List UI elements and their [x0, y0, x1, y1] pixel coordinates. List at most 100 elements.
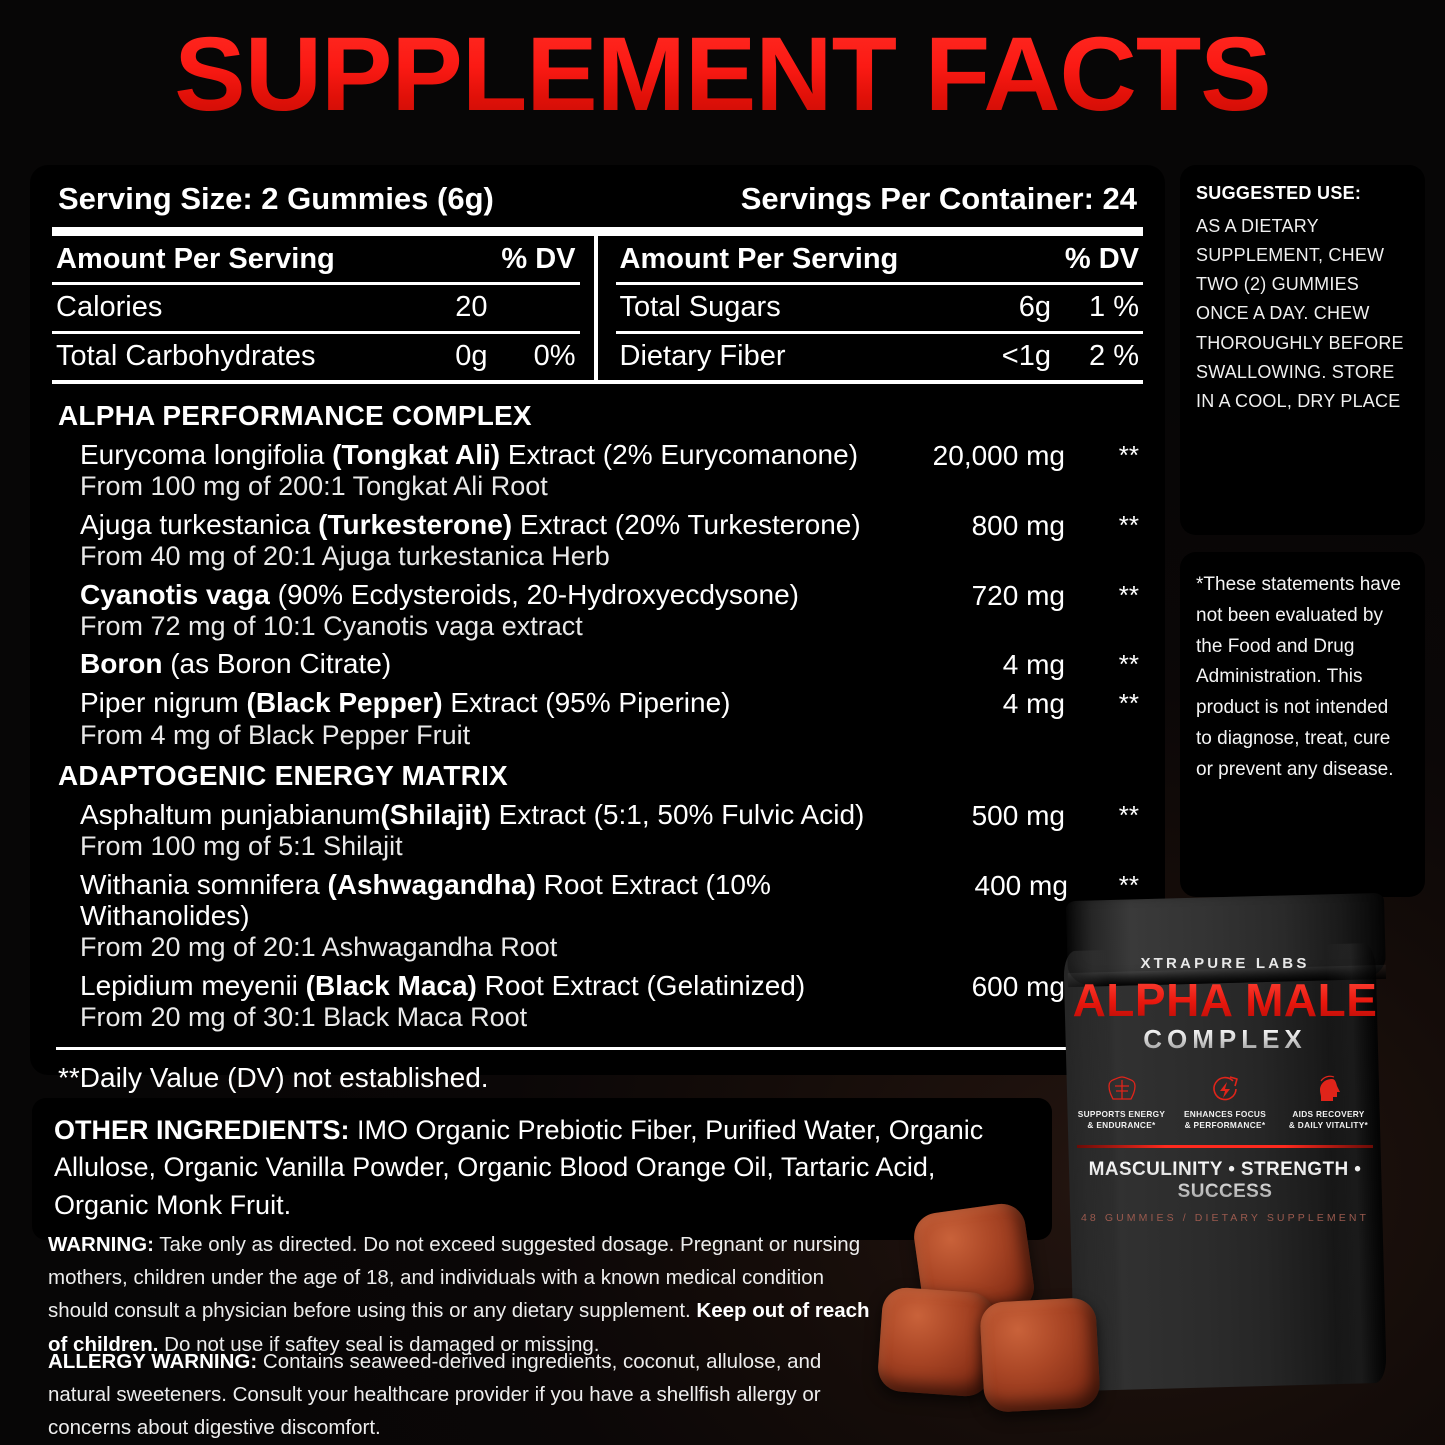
ingredient-name-bold: (Turkesterone)	[318, 508, 513, 540]
ingredient-source: From 100 mg of 200:1 Tongkat Ali Root	[80, 471, 548, 502]
ingredient-amount: 400 mg	[974, 869, 1068, 901]
amount-per-serving-label: Amount Per Serving	[56, 243, 335, 275]
divider-thin	[56, 1046, 1139, 1050]
ingredient-amount: 720 mg	[971, 579, 1065, 611]
head-icon	[1319, 1075, 1340, 1101]
ingredient-row: Cyanotis vaga (90% Ecdysteroids, 20-Hydr…	[56, 576, 1139, 646]
warning-text-part1: Take only as directed. Do not exceed sug…	[48, 1233, 861, 1323]
benefit-icons-row: SUPPORTS ENERGY & ENDURANCE* ENHANCES FO…	[1069, 1074, 1381, 1131]
nutrient-amount: 6g	[1018, 291, 1051, 323]
ingredient-row: Boron (as Boron Citrate) 4 mg **	[56, 645, 1139, 684]
table-row: Dietary Fiber <1g 2 %	[616, 334, 1144, 380]
table-row: Total Sugars 6g 1 %	[616, 285, 1144, 331]
nutrient-name: Dietary Fiber	[619, 340, 786, 372]
red-divider	[1077, 1141, 1373, 1151]
ingredient-dv: **	[1118, 649, 1139, 680]
jar-label: XTRAPURE LABS ALPHA MALE COMPLEX SUPPORT…	[1055, 955, 1395, 1224]
ingredient-name-bold: Cyanotis vaga	[80, 578, 270, 610]
benefit-line1: AIDS RECOVERY	[1292, 1109, 1365, 1119]
nutrition-column-left: Amount Per Serving % DV Calories 20 Tota…	[52, 236, 598, 380]
ingredient-source: From 4 mg of Black Pepper Fruit	[80, 719, 471, 750]
benefit-item: ENHANCES FOCUS & PERFORMANCE*	[1179, 1074, 1272, 1131]
ingredient-row: Ajuga turkestanica (Turkesterone) Extrac…	[56, 506, 1139, 576]
ingredient-source: From 20 mg of 30:1 Black Maca Root	[80, 1002, 528, 1033]
table-row: Calories 20	[52, 285, 580, 331]
nutrient-dv: 0%	[533, 340, 576, 372]
ingredient-name-pre: Ajuga turkestanica	[80, 508, 319, 540]
nutrition-table: Amount Per Serving % DV Calories 20 Tota…	[52, 236, 1143, 380]
ingredient-row: Piper nigrum (Black Pepper) Extract (95%…	[56, 684, 1139, 754]
ingredient-name-pre: Lepidium meyenii	[80, 969, 306, 1001]
nutrient-name: Calories	[56, 291, 163, 323]
ingredient-dv: **	[1118, 688, 1139, 719]
ingredient-dv: **	[1118, 509, 1139, 540]
suggested-use-body: AS A DIETARY SUPPLEMENT, CHEW TWO (2) GU…	[1196, 216, 1404, 411]
product-name: ALPHA MALE	[1069, 977, 1381, 1023]
daily-value-note: **Daily Value (DV) not established.	[58, 1061, 489, 1093]
allergy-warning-label: ALLERGY WARNING:	[48, 1350, 258, 1373]
ingredient-row: Lepidium meyenii (Black Maca) Root Extra…	[56, 967, 1139, 1037]
divider-thin	[615, 282, 1143, 285]
suggested-use-box: SUGGESTED USE: AS A DIETARY SUPPLEMENT, …	[1180, 165, 1425, 535]
ingredient-name-pre: Asphaltum punjabianum	[80, 799, 381, 830]
ingredient-name-bold: (Tongkat Ali)	[332, 439, 501, 470]
nutrient-amount: 20	[455, 291, 488, 323]
allergy-warning-text: Contains seaweed-derived ingredients, co…	[48, 1350, 822, 1440]
warning-label: WARNING:	[48, 1233, 154, 1256]
group-title-alpha-performance-complex: ALPHA PERFORMANCE COMPLEX	[58, 400, 532, 431]
warning-text-emphasis: Keep out of reach of children.	[48, 1299, 870, 1356]
other-ingredients-body: IMO Organic Prebiotic Fiber, Purified Wa…	[54, 1115, 984, 1220]
torso-icon	[1107, 1076, 1136, 1100]
ingredient-name-post: Extract (2% Eurycomanone)	[500, 439, 859, 470]
fda-disclaimer-text: *These statements have not been evaluate…	[1196, 574, 1401, 780]
ingredient-amount: 800 mg	[971, 509, 1065, 541]
gummy-piece	[876, 1286, 996, 1398]
brand-name: XTRAPURE LABS	[1140, 955, 1310, 972]
ingredient-name-post: Extract (5:1, 50% Fulvic Acid)	[490, 799, 865, 830]
nutrition-column-right: Amount Per Serving % DV Total Sugars 6g …	[598, 236, 1144, 380]
benefit-item: SUPPORTS ENERGY & ENDURANCE*	[1075, 1074, 1168, 1131]
ingredient-name-pre: Piper nigrum	[80, 687, 247, 719]
ingredient-amount: 500 mg	[971, 800, 1065, 831]
ingredient-name-post: Extract (95% Piperine)	[442, 687, 731, 719]
ingredient-dv: **	[1118, 579, 1139, 610]
divider-thin	[615, 331, 1143, 334]
gummy-piece	[979, 1297, 1101, 1413]
benefit-line1: SUPPORTS ENERGY	[1077, 1109, 1166, 1119]
divider-thin	[52, 282, 580, 285]
supplement-facts-panel: Serving Size: 2 Gummies (6g) Servings Pe…	[30, 165, 1165, 1093]
table-row: Total Carbohydrates 0g 0%	[52, 334, 580, 380]
ingredient-name-post: (90% Ecdysteroids, 20-Hydroxyecdysone)	[269, 578, 799, 610]
nutrient-dv: 2 %	[1089, 340, 1139, 372]
divider-thick	[52, 227, 1143, 236]
product-jar-image: XTRAPURE LABS ALPHA MALE COMPLEX SUPPORT…	[1055, 892, 1395, 1415]
nutrient-dv: 1 %	[1089, 291, 1139, 323]
ingredient-name-post: Extract (20% Turkesterone)	[512, 508, 861, 540]
ingredient-amount: 20,000 mg	[932, 440, 1065, 471]
ingredient-amount: 600 mg	[971, 970, 1065, 1002]
lightning-arrow-icon	[1213, 1076, 1238, 1101]
ingredient-name-bold: (Ashwagandha)	[327, 868, 536, 900]
nutrient-amount: 0g	[455, 340, 488, 372]
other-ingredients-box: OTHER INGREDIENTS: IMO Organic Prebiotic…	[32, 1098, 1052, 1240]
benefit-line2: & DAILY VITALITY*	[1288, 1119, 1369, 1130]
other-ingredients-label: OTHER INGREDIENTS:	[54, 1115, 350, 1145]
nutrient-name: Total Sugars	[619, 291, 781, 323]
ingredient-row: Eurycoma longifolia (Tongkat Ali) Extrac…	[56, 436, 1139, 506]
ingredient-amount: 4 mg	[1002, 688, 1065, 720]
ingredient-name-bold: (Black Maca)	[305, 969, 477, 1001]
ingredient-dv: **	[1118, 440, 1139, 470]
ingredient-dv: **	[1118, 869, 1139, 900]
nutrition-header-left: Amount Per Serving % DV	[52, 236, 580, 282]
fda-disclaimer-box: *These statements have not been evaluate…	[1180, 552, 1425, 897]
divider-medium	[52, 380, 1143, 384]
ingredient-name-bold: Boron	[80, 648, 163, 680]
servings-per-container: Servings Per Container: 24	[740, 181, 1137, 216]
group-title-adaptogenic-energy-matrix: ADAPTOGENIC ENERGY MATRIX	[58, 760, 508, 791]
product-subname: COMPLEX	[1069, 1026, 1381, 1052]
ingredient-name-pre: Withania somnifera	[80, 868, 328, 900]
benefit-line1: ENHANCES FOCUS	[1183, 1109, 1267, 1119]
ingredient-name-post: Root Extract (Gelatinized)	[476, 969, 806, 1001]
benefit-item: AIDS RECOVERY & DAILY VITALITY*	[1282, 1074, 1375, 1131]
